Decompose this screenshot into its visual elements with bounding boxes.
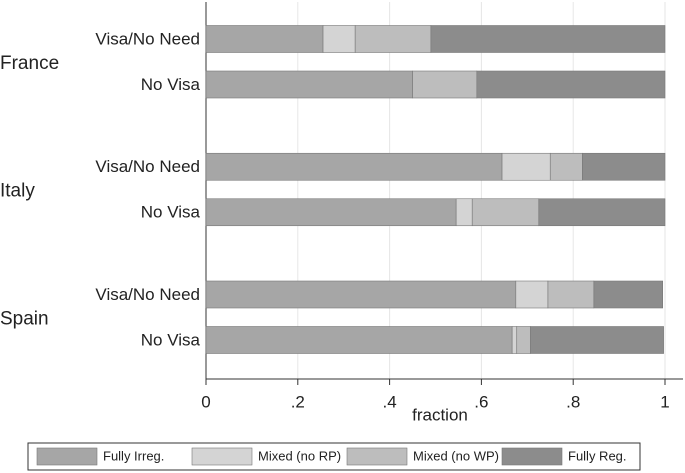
x-axis-label: fraction [412, 405, 468, 424]
legend-label: Mixed (no WP) [413, 448, 499, 463]
x-tick-label: .6 [474, 392, 488, 411]
bar-segment [205, 326, 513, 354]
bar-segment [455, 198, 473, 227]
y-tick-label: Visa/No Need [95, 29, 200, 48]
y-tick-label: No Visa [141, 330, 201, 349]
bar-segment [471, 198, 540, 227]
y-tick-label: Visa/No Need [95, 157, 200, 176]
legend-label: Mixed (no RP) [258, 448, 341, 463]
legend-swatch [36, 447, 98, 466]
bar-segment [322, 25, 356, 53]
bar-segment [501, 152, 551, 181]
y-tick-label: No Visa [141, 75, 201, 94]
bar-segment [549, 152, 583, 181]
y-tick-label: Visa/No Need [95, 285, 200, 304]
y-tick-label: No Visa [141, 203, 201, 222]
bar-segment [538, 198, 666, 227]
bar-segment [205, 198, 457, 227]
bar-segment [582, 152, 666, 181]
bar-segment [476, 70, 666, 99]
x-tick-label: .4 [383, 392, 397, 411]
bar-segment [412, 70, 478, 99]
group-label: France [0, 53, 59, 74]
x-tick-label: .2 [291, 392, 305, 411]
legend-label: Fully Irreg. [103, 448, 164, 463]
bar-segment [205, 25, 324, 53]
bar-segment [547, 280, 595, 309]
bar-segment [530, 326, 664, 354]
bar-segment [205, 152, 503, 181]
x-tick-label: 0 [201, 392, 210, 411]
legend-label: Fully Reg. [568, 448, 627, 463]
bar-segment [511, 326, 518, 354]
legend-swatch [191, 447, 253, 466]
bar-segment [430, 25, 666, 53]
bar-segment [205, 70, 413, 99]
group-label: Italy [0, 181, 35, 202]
bar-segment [205, 280, 517, 309]
x-tick-label: .8 [566, 392, 580, 411]
x-tick-label: 1 [660, 392, 669, 411]
legend-swatch [501, 447, 563, 466]
legend-swatch [346, 447, 408, 466]
bar-segment [515, 280, 549, 309]
group-label: Spain [0, 308, 49, 329]
bar-segment [354, 25, 432, 53]
bar-segment [593, 280, 664, 309]
bar-segment [516, 326, 531, 354]
